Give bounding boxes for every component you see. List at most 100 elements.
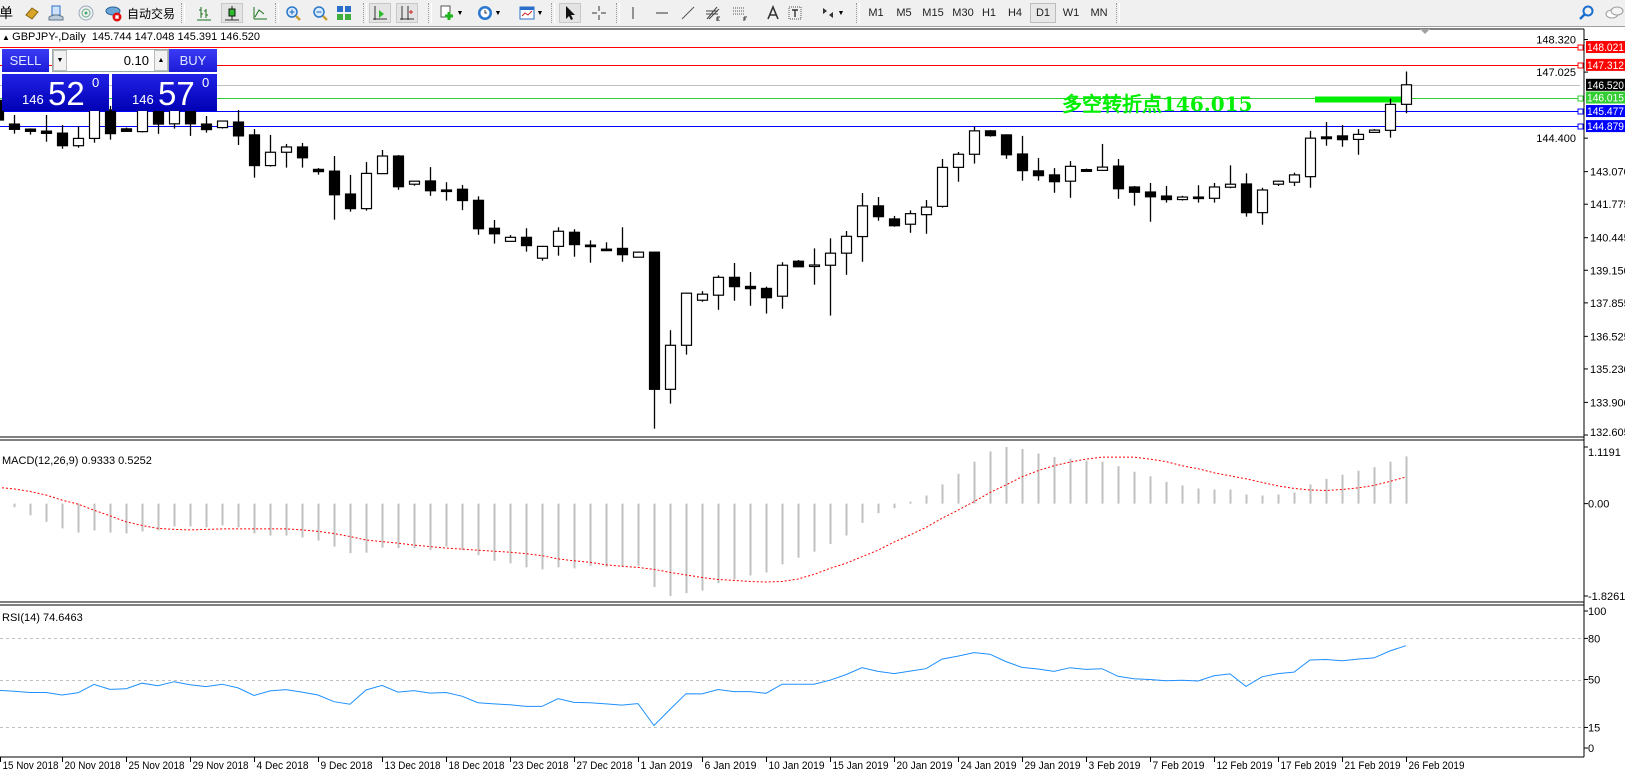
horizontal-line-icon[interactable] [652, 3, 672, 23]
candle-bearish [424, 180, 437, 192]
candle-bearish [1144, 191, 1157, 198]
candle-bullish [72, 137, 85, 147]
text-label-icon[interactable] [785, 3, 805, 23]
candle-bearish [520, 236, 533, 247]
macd-label: MACD(12,26,9) 0.9333 0.5252 [2, 455, 152, 467]
chart-shift-icon[interactable] [396, 3, 418, 23]
arrows-icon[interactable]: ▼ [816, 3, 848, 23]
candle-bearish [872, 205, 885, 218]
metaeditor-icon[interactable] [22, 3, 42, 23]
new-indicator-icon[interactable]: ▼ [436, 3, 466, 23]
buy-price-main: 57 [158, 75, 195, 112]
candlestick-icon[interactable] [221, 3, 243, 23]
sell-button[interactable]: SELL [2, 49, 49, 73]
line-chart-icon[interactable] [250, 3, 270, 23]
timeframe-m30[interactable]: M30 [952, 7, 974, 19]
time-axis-label: 1 Jan 2019 [641, 760, 693, 771]
candle-bearish [120, 128, 133, 132]
search-icon[interactable] [1577, 3, 1595, 23]
timeframe-h1[interactable]: H1 [981, 7, 997, 19]
candle-bearish [616, 247, 629, 256]
candle-bullish [1208, 186, 1221, 199]
crosshair-icon[interactable] [589, 3, 609, 23]
tile-windows-icon[interactable] [334, 3, 354, 23]
price-level-handle [1577, 123, 1584, 130]
chat-icon[interactable] [1603, 3, 1625, 23]
price-level-tag [1586, 58, 1625, 71]
collapse-triangle-icon[interactable]: ▲ [2, 33, 13, 42]
text-icon[interactable] [763, 3, 783, 23]
candle-bearish [792, 260, 805, 268]
templates-icon[interactable]: ▼ [516, 3, 546, 23]
timeframe-h4[interactable]: H4 [1007, 7, 1023, 19]
timeframe-m15[interactable]: M15 [922, 7, 944, 19]
new-order-menu[interactable]: 单 [0, 5, 13, 21]
trendline-icon[interactable] [678, 3, 698, 23]
candle-bullish [1064, 165, 1077, 182]
time-axis-label: 29 Nov 2018 [193, 760, 249, 771]
lot-decrease-button[interactable]: ▼ [53, 50, 67, 71]
candle-bullish [920, 206, 933, 216]
candle-bearish [24, 128, 37, 132]
candle-bullish [680, 292, 693, 346]
autotrade-button[interactable]: 自动交易 [126, 6, 175, 21]
candle-bearish [456, 188, 469, 202]
buy-price-prefix: 146 [132, 92, 154, 107]
candle-bullish [968, 130, 981, 155]
buy-price-box[interactable]: 146 57 0 [112, 74, 217, 111]
time-axis-label: 18 Dec 2018 [449, 760, 505, 771]
buy-price-sup: 0 [202, 75, 210, 90]
candle-bearish [1192, 196, 1205, 200]
candle-bearish [56, 132, 69, 147]
one-click-trading-panel: SELL ▼ 0.10 ▲ BUY 146 52 0 146 57 0 [2, 49, 217, 111]
timeframe-m1[interactable]: M1 [868, 7, 884, 19]
chart-header: ▲ GBPJPY-,Daily 145.744 147.048 145.391 … [2, 31, 260, 44]
candle-bearish [312, 168, 325, 173]
lot-size-stepper[interactable]: ▼ 0.10 ▲ [52, 49, 169, 72]
candle-bullish [1352, 133, 1365, 141]
price-axis-label: 148.320 [1536, 35, 1576, 47]
timeframe-w1[interactable]: W1 [1062, 7, 1080, 19]
fibonacci-icon[interactable] [703, 3, 723, 23]
time-axis-label: 25 Nov 2018 [129, 760, 185, 771]
candle-bullish [632, 251, 645, 258]
timeframe-mn[interactable]: MN [1090, 7, 1108, 19]
candle-bearish [392, 155, 405, 188]
toolbar-separator [551, 3, 555, 23]
candle-bearish [248, 134, 261, 167]
chart-symbol: GBPJPY-,Daily [12, 31, 86, 43]
periods-icon[interactable]: ▼ [474, 3, 504, 23]
zoom-in-icon[interactable] [283, 3, 303, 23]
timeframe-m5[interactable]: M5 [896, 7, 912, 19]
candle-bearish [648, 251, 661, 390]
candle-bearish [472, 199, 485, 230]
toolbar: 单 自动交易 ▼ ▼ ▼ ▼ M1 M5 M15 M30 H1 H4 D1 W1… [0, 0, 1625, 27]
fibo-fan-icon[interactable] [730, 3, 750, 23]
time-axis-label: 7 Feb 2019 [1153, 760, 1205, 771]
vertical-line-icon[interactable] [623, 3, 643, 23]
price-axis-label: 132.605 [1590, 427, 1625, 439]
candle-bullish [1176, 196, 1189, 201]
bar-chart-icon[interactable] [194, 3, 214, 23]
pivot-annotation[interactable]: 多空转折点146.015 [1062, 92, 1253, 116]
zoom-out-icon[interactable] [310, 3, 330, 23]
price-level-handle [1577, 108, 1584, 115]
navigator-icon[interactable] [46, 3, 66, 23]
lot-increase-button[interactable]: ▲ [154, 50, 168, 71]
autoscroll-icon[interactable] [369, 3, 391, 23]
toolbar-separator [275, 3, 279, 23]
buy-button[interactable]: BUY [169, 49, 217, 73]
autotrade-icon[interactable] [104, 3, 124, 23]
timeframe-d1[interactable]: D1 [1030, 3, 1056, 23]
sell-price-box[interactable]: 146 52 0 [2, 74, 109, 111]
candle-bullish [1096, 166, 1109, 171]
sell-price-main: 52 [48, 75, 85, 112]
rsi-axis-label: 50 [1588, 675, 1600, 687]
signals-icon[interactable] [76, 3, 96, 23]
candle-bearish [1160, 195, 1173, 201]
candle-bullish [280, 146, 293, 153]
cursor-icon[interactable] [559, 3, 581, 23]
lot-size-input[interactable]: 0.10 [123, 53, 149, 68]
dropdown-arrow-icon: ▼ [536, 9, 544, 17]
